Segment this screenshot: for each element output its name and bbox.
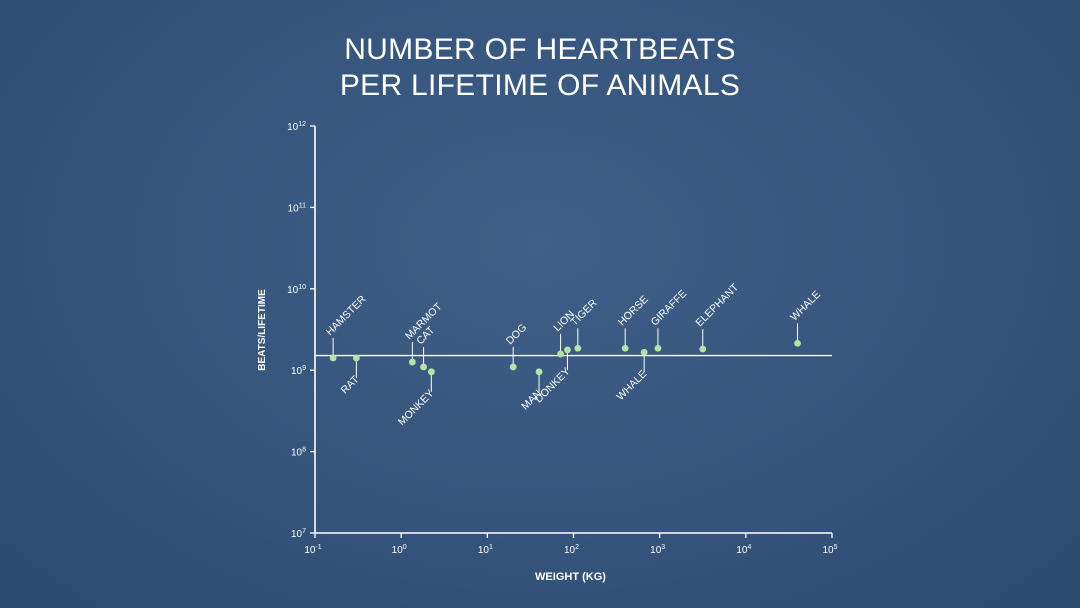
y-tick-label: 1010 [287, 284, 306, 296]
y-tick-label: 107 [291, 528, 306, 540]
chart-title-line-2: PER LIFETIME OF ANIMALS [339, 69, 741, 102]
x-tick-exponent: 1 [489, 544, 493, 551]
x-tick-label: 100 [392, 544, 407, 556]
x-tick-base: 10 [822, 545, 834, 556]
y-tick-base: 10 [291, 448, 303, 459]
y-tick-exponent: 8 [302, 447, 306, 454]
x-tick-base: 10 [564, 545, 576, 556]
data-point-tiger [574, 344, 582, 352]
x-axis-label: WEIGHT (KG) [535, 571, 606, 583]
point-label-dog: DOG [504, 322, 529, 347]
y-tick-exponent: 12 [298, 121, 306, 128]
data-point-elephant [699, 345, 707, 353]
y-tick-label: 1011 [288, 202, 306, 214]
x-tick-label: 104 [736, 544, 751, 556]
y-tick-label: 1012 [287, 121, 306, 133]
data-point-rat [352, 354, 360, 362]
data-point-horse [621, 344, 629, 352]
x-tick-base: 10 [650, 545, 662, 556]
y-tick-label: 108 [291, 447, 306, 459]
point-label-horse: HORSE [616, 293, 651, 328]
y-tick-base: 10 [288, 203, 300, 214]
y-tick-exponent: 11 [299, 202, 306, 209]
x-tick-exponent: -1 [315, 544, 321, 551]
y-tick-exponent: 9 [302, 365, 306, 372]
x-tick-exponent: 5 [834, 544, 838, 551]
point-label-hamster: HAMSTER [324, 293, 369, 338]
x-tick-label: 105 [822, 544, 837, 556]
y-tick-base: 10 [291, 366, 303, 377]
point-label-elephant: ELEPHANT [693, 281, 741, 329]
data-point-monkey [427, 368, 435, 376]
data-point-marmot [408, 358, 416, 366]
x-tick-exponent: 2 [575, 544, 579, 551]
y-tick-exponent: 10 [298, 284, 306, 291]
data-point-giraffe [654, 344, 662, 352]
point-label-monkey: MONKEY [396, 387, 437, 428]
x-tick-base: 10 [478, 545, 490, 556]
point-label-whale: WHALE [614, 368, 649, 403]
data-point-donkey [564, 346, 571, 354]
chart-title: NUMBER OF HEARTBEATS PER LIFETIME OF ANI… [0, 32, 1080, 104]
data-point-cat [420, 363, 427, 371]
x-tick-base: 10 [736, 545, 748, 556]
data-point-lion [557, 350, 564, 358]
x-tick-exponent: 3 [661, 544, 665, 551]
data-point-man [535, 368, 543, 376]
x-tick-exponent: 4 [747, 544, 751, 551]
point-label-giraffe: GIRAFFE [649, 288, 690, 329]
chart-title-line-1: NUMBER OF HEARTBEATS [344, 33, 736, 66]
y-tick-exponent: 7 [302, 528, 306, 535]
point-label-rat: RAT [339, 373, 362, 396]
y-tick-label: 109 [291, 365, 306, 377]
point-label-whale: WHALE [788, 289, 823, 324]
x-tick-base: 10 [304, 545, 316, 556]
y-axis-label: BEATS/LIFETIME [257, 289, 268, 371]
y-tick-base: 10 [291, 529, 303, 540]
data-point-whale [794, 339, 801, 347]
data-point-hamster [329, 354, 337, 362]
point-label-tiger: TIGER [568, 297, 599, 328]
y-tick-base: 10 [287, 285, 299, 296]
x-tick-label: 103 [650, 544, 665, 556]
x-tick-label: 101 [478, 544, 493, 556]
y-tick-base: 10 [287, 122, 299, 133]
x-tick-label: 102 [564, 544, 579, 556]
x-tick-exponent: 0 [403, 544, 407, 551]
x-tick-label: 10-1 [304, 544, 321, 556]
data-point-whale [640, 348, 648, 356]
data-point-dog [509, 363, 517, 371]
x-tick-base: 10 [392, 545, 404, 556]
